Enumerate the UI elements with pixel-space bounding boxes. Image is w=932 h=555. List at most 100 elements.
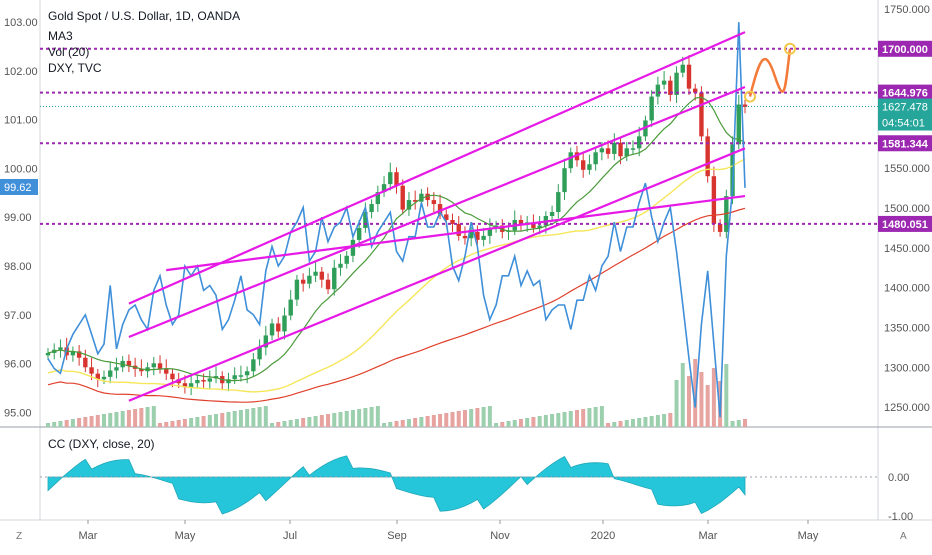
x-tick-label: May [798,530,819,542]
volume-bar [537,416,542,427]
cc-label: CC (DXY, close, 20) [48,437,155,451]
left-tick-label: 103.00 [4,17,38,29]
x-tick-label: Sep [387,530,407,542]
volume-bar [574,410,579,427]
volume-bar [313,416,318,427]
volume-bar [506,421,511,427]
candle-body [151,363,156,368]
candle-body [686,64,692,89]
candle-body [599,148,605,153]
volume-bar [182,419,187,427]
candle-body [605,148,611,154]
candle-body [568,152,573,169]
volume-bar [562,412,567,427]
moving-averages [47,96,746,403]
candle-body [450,219,455,224]
candle-body [549,212,555,216]
indicator-ma[interactable]: MA3 [48,29,73,43]
candle-body [164,368,169,374]
volume-bar [70,419,75,427]
chart-title: Gold Spot / U.S. Dollar, 1D, OANDA [48,8,240,24]
left-tick-label: 99.00 [4,212,32,224]
volume-bar [294,419,299,427]
left-tick-label: 97.00 [4,310,32,322]
volume-bar [556,413,561,427]
level-tag [878,40,932,57]
volume-bar [444,413,449,427]
candle-body [425,193,430,201]
ma-yellow-line [47,158,746,393]
volume-bar [114,412,119,427]
candle-body [649,96,654,121]
candle-body [630,148,636,150]
candle-body [456,223,461,236]
candle-body [475,231,480,240]
left-tick-label: 100.00 [4,163,38,175]
dxy-current-label: 99.62 [4,182,32,194]
symbol-line: Gold Spot / U.S. Dollar, 1D, OANDA [48,9,241,23]
volume-bar [207,415,212,427]
right-tick-label: 1450.000 [884,243,930,255]
level-label: 1480.051 [882,219,928,231]
volume-bar [375,406,380,427]
volume-bar [232,411,237,427]
volume-bar [649,416,654,427]
volume-bar [52,422,57,427]
volume-bar [382,423,387,427]
volume-bar [58,421,63,427]
volume-bar [406,419,411,427]
cc-tick-label: -1.00 [888,511,913,523]
channel-line [128,147,746,402]
volume-bar [543,415,548,427]
cc-legend[interactable]: CC (DXY, close, 20) [48,436,154,452]
candle-body [344,255,349,264]
candle-body [139,368,144,372]
volume-bar [319,415,324,427]
candle-body [462,235,468,239]
candle-body [394,172,399,186]
volume-bar [655,415,660,427]
candle-body [363,212,368,228]
volume-bar [699,372,704,427]
projected-path [744,42,796,103]
volume-bar [394,421,399,427]
volume-bar [481,407,486,427]
x-tick-label: Mar [79,530,98,542]
candle-body [251,359,256,372]
candle-body [624,148,629,157]
volume-bar [413,418,418,427]
candle-body [145,367,150,372]
volume-bar [680,363,685,427]
candle-body [537,225,542,228]
volume-bar [282,421,287,427]
volume-bar [550,414,555,427]
volume-bar [400,420,405,427]
volume-bar [531,417,536,427]
right-tick-label: 1350.000 [884,322,930,334]
volume-bar [438,414,443,427]
candle-body [288,299,293,316]
volume-bar [494,423,499,427]
volume-bar [587,408,592,427]
volume-bar [606,423,611,427]
candle-body [680,64,685,73]
indicator-list: MA3 Vol (20) DXY, TVC [48,28,102,76]
candle-body [207,378,213,382]
candle-body [693,88,698,93]
volume-bar [674,380,679,427]
x-tick-label: Mar [699,530,718,542]
ma-red-line [47,207,746,403]
indicator-dxy[interactable]: DXY, TVC [48,61,102,75]
candle-body [406,200,412,210]
candle-body [531,222,536,228]
volume-bar [668,413,673,427]
volume-bar [344,411,349,427]
candle-body [381,184,387,193]
indicator-vol[interactable]: Vol (20) [48,45,90,59]
candle-body [637,136,642,149]
volume-bar [251,408,256,427]
